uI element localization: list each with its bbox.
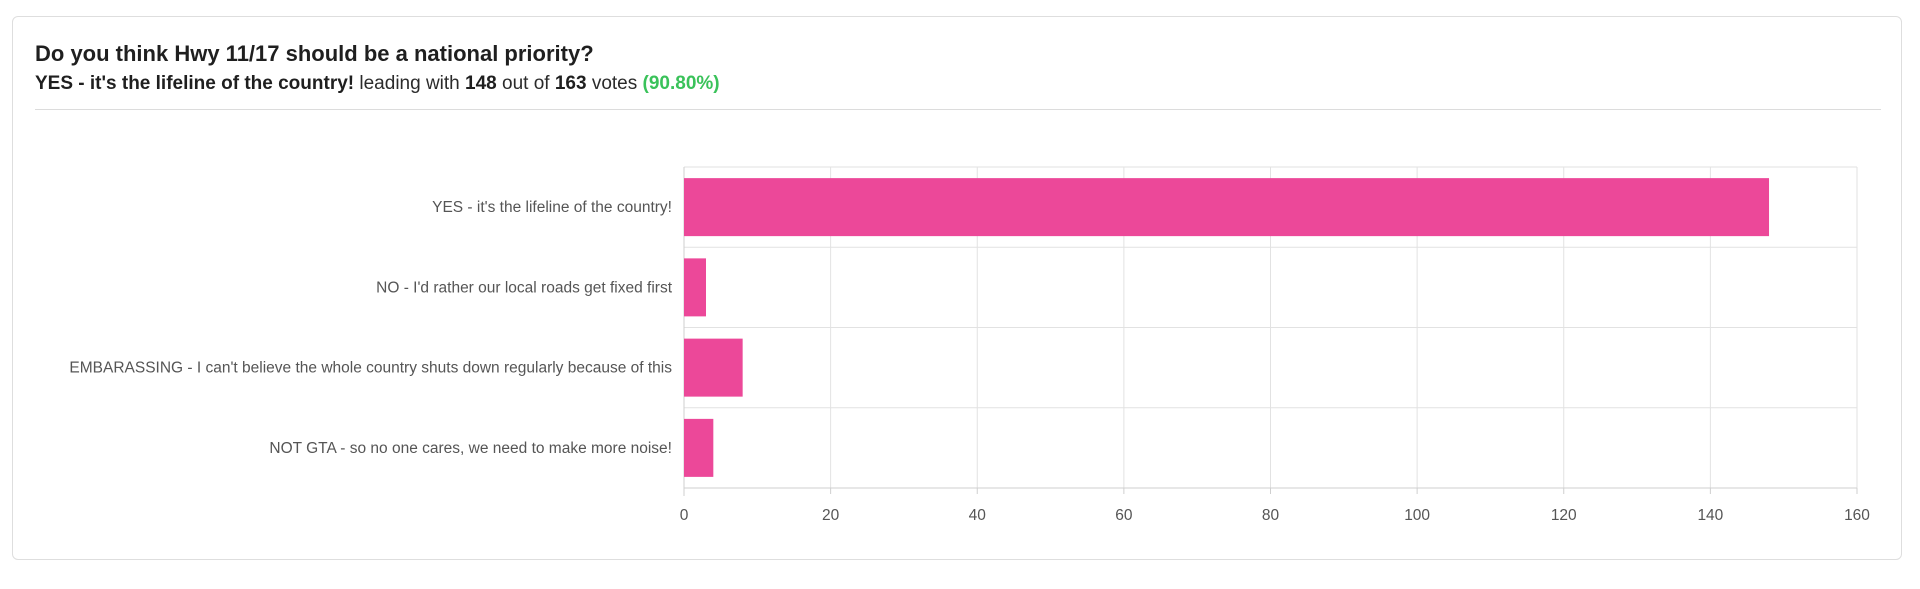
poll-question: Do you think Hwy 11/17 should be a natio…	[35, 41, 594, 66]
leader-percent: (90.80%)	[642, 73, 720, 94]
poll-results-card: Do you think Hwy 11/17 should be a natio…	[12, 16, 1902, 560]
category-label: YES - it's the lifeline of the country!	[432, 199, 672, 216]
x-tick-label: 0	[680, 507, 689, 524]
x-tick-label: 120	[1551, 507, 1577, 524]
x-tick-label: 100	[1404, 507, 1430, 524]
leading-option: YES - it's the lifeline of the country!	[35, 73, 355, 94]
out-of-text: out of	[502, 73, 550, 94]
bar-4	[684, 418, 714, 477]
x-tick-label: 140	[1697, 507, 1723, 524]
x-tick-label: 80	[1262, 507, 1280, 524]
category-label: EMBARASSING - I can't believe the whole …	[69, 360, 672, 377]
leader-votes: 148	[465, 73, 497, 94]
votes-text: votes	[591, 73, 638, 94]
leading-with-text: leading with	[359, 73, 460, 94]
poll-bar-chart: YES - it's the lifeline of the country! N…	[69, 166, 1870, 524]
x-tick-label: 40	[969, 507, 987, 524]
x-tick-label: 160	[1844, 507, 1870, 524]
total-votes: 163	[554, 73, 587, 94]
bar-2	[684, 258, 706, 317]
category-label: NOT GTA - so no one cares, we need to ma…	[269, 440, 672, 457]
category-label: NO - I'd rather our local roads get fixe…	[376, 279, 673, 296]
header-divider	[35, 109, 1881, 110]
poll-summary: YES - it's the lifeline of the country! …	[35, 73, 720, 95]
bar-3	[684, 338, 743, 397]
x-tick-label: 20	[822, 507, 840, 524]
bar-1	[684, 178, 1770, 237]
x-tick-label: 60	[1115, 507, 1133, 524]
